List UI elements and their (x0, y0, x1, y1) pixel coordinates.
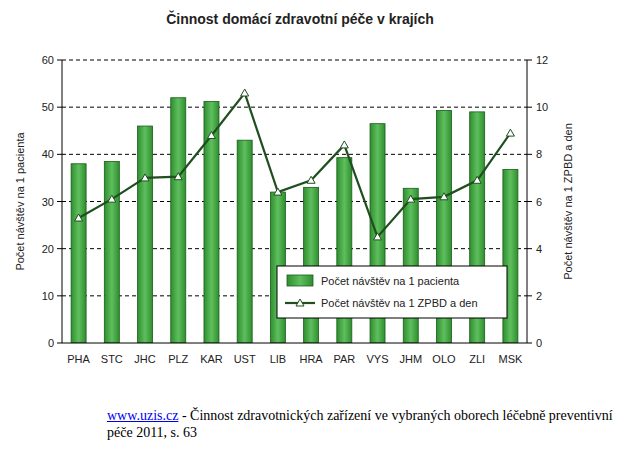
y2-axis-title: Počet návštěv na 1 ZPBD a den (562, 123, 574, 280)
y-tick-label: 10 (42, 290, 54, 302)
bar (237, 140, 252, 343)
x-tick-label: JHM (399, 353, 422, 365)
marker (174, 173, 182, 180)
x-tick-label: HRA (299, 353, 323, 365)
x-axis (62, 343, 527, 344)
y-tick (57, 295, 62, 296)
marker (440, 193, 448, 200)
marker (307, 176, 315, 183)
y-tick-label: 0 (48, 337, 54, 349)
source-note: www.uzis.cz - Činnost zdravotnických zař… (107, 407, 627, 441)
marker (340, 141, 348, 148)
x-tick-label: PLZ (168, 353, 188, 365)
y2-tick (527, 60, 532, 61)
source-link[interactable]: www.uzis.cz (107, 408, 178, 423)
legend-swatch (287, 275, 313, 286)
line (79, 93, 511, 237)
y-tick-label: 40 (42, 148, 54, 160)
bar (104, 161, 119, 343)
grid-line (62, 201, 527, 202)
x-tick-label: JHC (134, 353, 155, 365)
y2-tick (527, 201, 532, 202)
plot-area (62, 60, 527, 343)
bar (204, 102, 219, 343)
y-tick (57, 201, 62, 202)
source-text: - Činnost zdravotnických zařízení ve vyb… (107, 408, 613, 440)
bar (71, 164, 86, 343)
y2-tick (527, 154, 532, 155)
y2-tick (527, 343, 532, 344)
y2-tick-label: 6 (536, 196, 542, 208)
x-tick-label: PAR (333, 353, 355, 365)
y2-tick-label: 10 (536, 101, 548, 113)
marker (108, 195, 116, 202)
y-tick-label: 60 (42, 54, 54, 66)
marker (141, 174, 149, 181)
x-tick-label: KAR (200, 353, 223, 365)
x-tick-label: VYS (367, 353, 389, 365)
y-axis (62, 60, 63, 343)
chart: Činnost domácí zdravotní péče v krajích 0… (0, 0, 640, 400)
x-tick-label: STC (101, 353, 123, 365)
bar (171, 98, 186, 343)
x-tick-label: ZLI (469, 353, 485, 365)
y-tick (57, 343, 62, 344)
y-tick (57, 154, 62, 155)
legend-label: Počet návštěv na 1 ZPBD a den (321, 297, 478, 309)
y-tick-label: 20 (42, 243, 54, 255)
bar (138, 126, 153, 343)
legend-box (277, 266, 507, 318)
marker (241, 89, 249, 96)
y-tick-label: 30 (42, 196, 54, 208)
marks (71, 89, 518, 343)
grid-line (62, 60, 527, 61)
grid-line (62, 154, 527, 155)
legend: Počet návštěv na 1 pacienta Počet návštěv… (277, 266, 507, 318)
y2-tick (527, 248, 532, 249)
y2-tick-label: 12 (536, 54, 548, 66)
marker (407, 195, 415, 202)
x-tick-label: PHA (67, 353, 90, 365)
y2-axis (527, 60, 528, 343)
marker (374, 233, 382, 240)
y2-tick-label: 4 (536, 243, 542, 255)
marker (506, 129, 514, 136)
legend-marker (296, 299, 304, 306)
title: Činnost domácí zdravotní péče v krajích (166, 10, 434, 27)
bar (304, 187, 319, 343)
y2-tick (527, 107, 532, 108)
y-tick (57, 248, 62, 249)
y2-tick-label: 0 (536, 337, 542, 349)
x-tick-label: UST (234, 353, 256, 365)
y2-tick-label: 2 (536, 290, 542, 302)
marker (75, 214, 83, 221)
marker (207, 131, 215, 138)
x-tick-label: MSK (498, 353, 523, 365)
y-tick-label: 50 (42, 101, 54, 113)
x-tick-label: OLO (432, 353, 456, 365)
y2-tick (527, 295, 532, 296)
marker (473, 176, 481, 183)
y-tick (57, 107, 62, 108)
marker (274, 188, 282, 195)
y2-tick-label: 8 (536, 148, 542, 160)
y-axis-title: Počet návštěv na 1 pacienta (14, 132, 26, 271)
grid-line (62, 248, 527, 249)
grid-line (62, 107, 527, 108)
x-tick-label: LIB (270, 353, 287, 365)
y-tick (57, 60, 62, 61)
legend-label: Počet návštěv na 1 pacienta (321, 275, 460, 287)
